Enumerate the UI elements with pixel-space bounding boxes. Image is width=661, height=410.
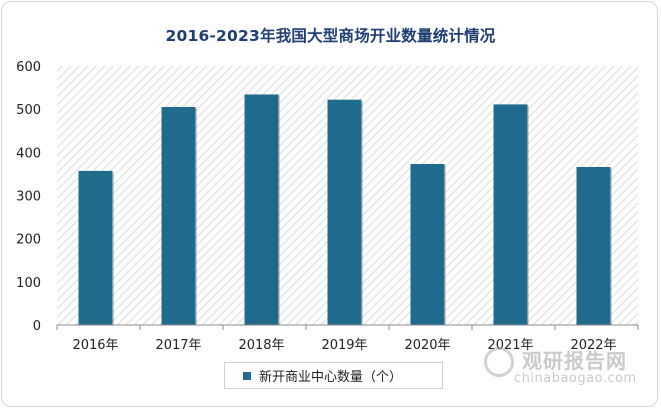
bars [78,94,612,326]
y-tick-label: 100 [16,276,41,291]
watermark-en: chinabaogao.com [514,371,637,386]
y-tick-label: 600 [16,60,41,75]
x-tick-label: 2016年 [72,338,118,353]
x-tick-label: 2017年 [155,338,201,353]
y-tick-label: 500 [16,103,41,118]
bar [410,163,445,325]
bar [78,170,113,325]
x-tick-label: 2022年 [570,338,616,353]
x-tick-label: 2019年 [321,338,367,353]
y-tick-label: 400 [16,146,41,161]
y-tick-label: 0 [33,319,41,334]
x-tick-label: 2018年 [238,338,284,353]
legend-swatch [243,371,251,380]
bar [327,99,362,325]
y-tick-label: 300 [16,190,41,205]
bar [493,104,528,325]
bar [161,107,196,325]
y-axis: 0 100 200 300 400 500 600 [16,60,41,334]
watermark-logo-icon [484,347,514,377]
x-tick-label: 2020年 [404,338,450,353]
legend: 新开商业中心数量（个） [224,362,443,389]
chart-title: 2016-2023年我国大型商场开业数量统计情况 [165,27,496,45]
watermark: 观研报告网 chinabaogao.com [484,345,654,391]
y-tick-label: 200 [16,233,41,248]
watermark-cn: 观研报告网 [522,349,627,373]
legend-label: 新开商业中心数量（个） [259,370,403,385]
bar [244,94,279,326]
bar [576,167,611,325]
